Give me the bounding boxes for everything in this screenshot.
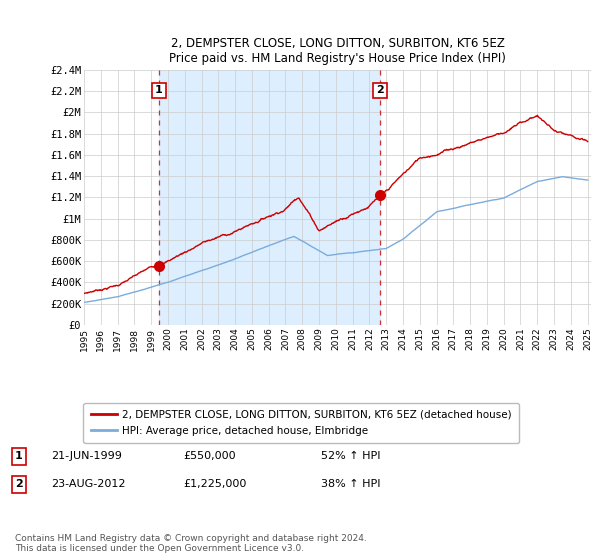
Text: 1: 1 xyxy=(155,85,163,95)
Text: 52% ↑ HPI: 52% ↑ HPI xyxy=(321,451,380,461)
Text: Contains HM Land Registry data © Crown copyright and database right 2024.
This d: Contains HM Land Registry data © Crown c… xyxy=(15,534,367,553)
Text: £550,000: £550,000 xyxy=(183,451,236,461)
Text: 21-JUN-1999: 21-JUN-1999 xyxy=(51,451,122,461)
Bar xyxy=(159,70,380,325)
Text: 23-AUG-2012: 23-AUG-2012 xyxy=(51,479,125,489)
Text: 2: 2 xyxy=(376,85,384,95)
Text: £1,225,000: £1,225,000 xyxy=(183,479,247,489)
Text: 38% ↑ HPI: 38% ↑ HPI xyxy=(321,479,380,489)
Text: 2: 2 xyxy=(15,479,23,489)
Text: 1: 1 xyxy=(15,451,23,461)
Legend: 2, DEMPSTER CLOSE, LONG DITTON, SURBITON, KT6 5EZ (detached house), HPI: Average: 2, DEMPSTER CLOSE, LONG DITTON, SURBITON… xyxy=(83,403,519,443)
Title: 2, DEMPSTER CLOSE, LONG DITTON, SURBITON, KT6 5EZ
Price paid vs. HM Land Registr: 2, DEMPSTER CLOSE, LONG DITTON, SURBITON… xyxy=(169,36,506,64)
